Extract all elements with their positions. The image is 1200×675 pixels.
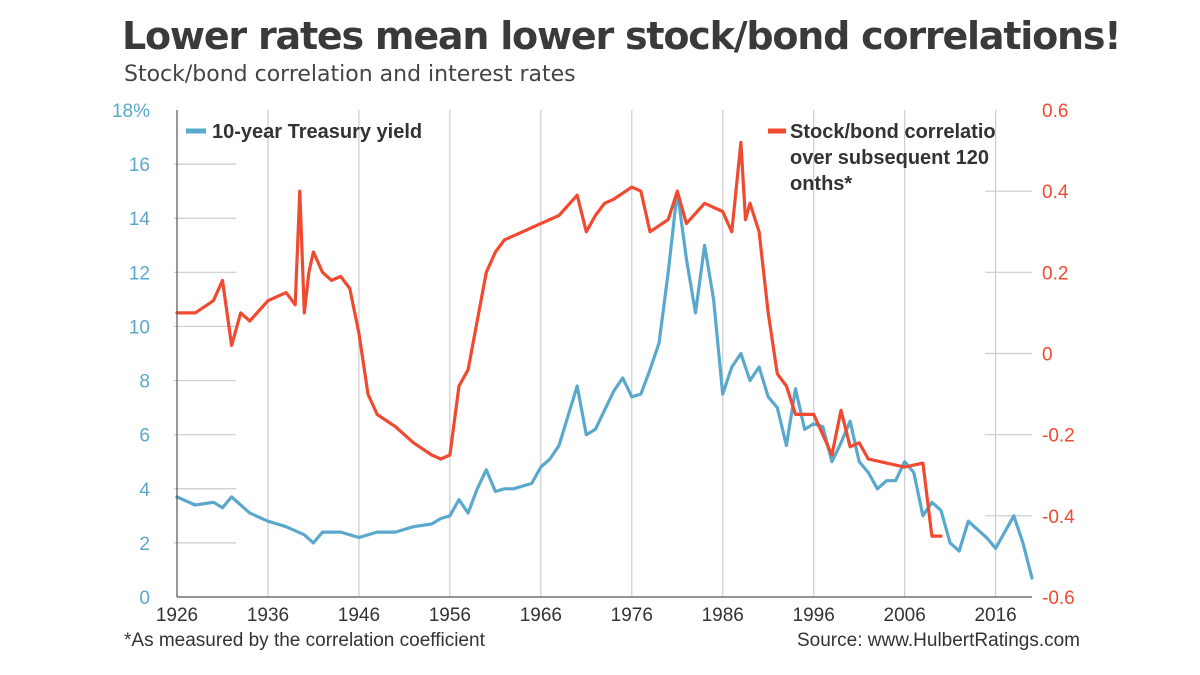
legend-correlation-line-3: onths* bbox=[790, 173, 852, 195]
x-tick-1976: 1976 bbox=[611, 605, 653, 626]
left-tick-2: 2 bbox=[139, 534, 150, 555]
legend-correlation: Stock/bond correlatio over subsequent 12… bbox=[768, 121, 1001, 195]
x-tick-2006: 2006 bbox=[884, 605, 926, 626]
treasury-yield-line bbox=[175, 189, 1034, 580]
legend-correlation-line-2: over subsequent 120 bbox=[790, 147, 995, 169]
legend-yield-label: 10-year Treasury yield bbox=[212, 121, 422, 143]
right-tick-0.6: 0.6 bbox=[1042, 101, 1068, 122]
legend-yield: 10-year Treasury yield bbox=[186, 121, 422, 143]
x-tick-1956: 1956 bbox=[429, 605, 471, 626]
left-tick-8: 8 bbox=[139, 372, 150, 393]
left-tick-6: 6 bbox=[139, 426, 150, 447]
chart-title: Lower rates mean lower stock/bond correl… bbox=[122, 14, 1122, 58]
right-tick-0.2: 0.2 bbox=[1042, 263, 1068, 284]
left-tick-12: 12 bbox=[129, 263, 150, 284]
x-axis-ticks: 1926 1936 1946 1956 1966 1976 1986 1996 2006 2016 bbox=[156, 605, 1017, 626]
right-tick--0.4: -0.4 bbox=[1042, 507, 1075, 528]
left-tick-18: 18% bbox=[112, 101, 150, 122]
x-tick-1986: 1986 bbox=[702, 605, 744, 626]
left-axis-ticks: 0 2 4 6 8 10 12 14 16 18% bbox=[112, 101, 236, 609]
right-tick--0.2: -0.2 bbox=[1042, 426, 1075, 447]
chart-subtitle: Stock/bond correlation and interest rate… bbox=[124, 62, 576, 87]
x-tick-1966: 1966 bbox=[520, 605, 562, 626]
right-tick-0.4: 0.4 bbox=[1042, 182, 1069, 203]
left-tick-10: 10 bbox=[129, 317, 150, 338]
x-tick-1936: 1936 bbox=[247, 605, 289, 626]
left-tick-4: 4 bbox=[139, 480, 150, 501]
x-tick-1946: 1946 bbox=[338, 605, 380, 626]
right-axis-ticks: -0.6 -0.4 -0.2 0 0.2 0.4 0.6 bbox=[1042, 101, 1075, 609]
left-tick-0: 0 bbox=[139, 588, 150, 609]
right-axis-tick-lines bbox=[985, 190, 1032, 517]
left-tick-16: 16 bbox=[129, 155, 150, 176]
series-lines bbox=[175, 140, 1034, 580]
source-note: Source: www.HulbertRatings.com bbox=[797, 630, 1080, 651]
legend-correlation-line-1: Stock/bond correlatio bbox=[790, 121, 996, 143]
vertical-gridlines bbox=[267, 110, 997, 597]
stock-bond-correlation-line bbox=[175, 140, 943, 538]
legend-correlation-label: Stock/bond correlatio over subsequent 12… bbox=[790, 121, 1001, 195]
footnote: *As measured by the correlation coeffici… bbox=[124, 630, 485, 651]
x-tick-2016: 2016 bbox=[974, 605, 1016, 626]
x-tick-1926: 1926 bbox=[156, 605, 198, 626]
left-tick-14: 14 bbox=[129, 209, 151, 230]
right-tick-0: 0 bbox=[1042, 345, 1053, 366]
right-tick--0.6: -0.6 bbox=[1042, 588, 1075, 609]
x-tick-1996: 1996 bbox=[793, 605, 835, 626]
